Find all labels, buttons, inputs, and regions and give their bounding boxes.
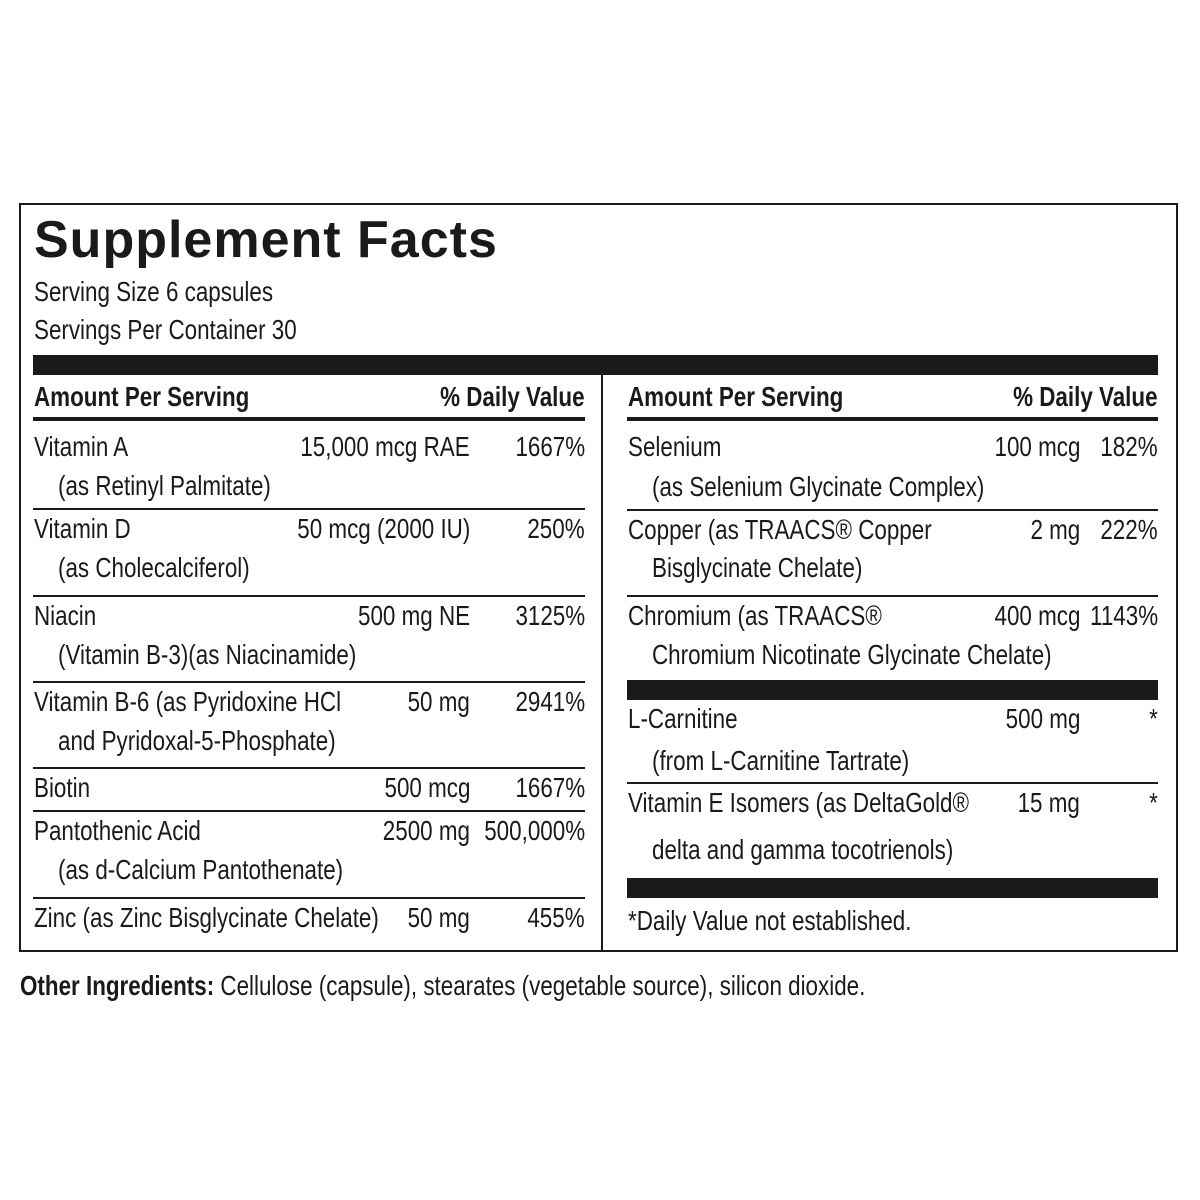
nutrient-name: Chromium Nicotinate Glycinate Chelate)	[652, 639, 1052, 670]
nutrient-name: Copper (as TRAACS® Copper	[628, 514, 932, 545]
rule	[33, 417, 585, 421]
daily-value: 1143%	[1089, 600, 1158, 631]
other-ingredients-text: Cellulose (capsule), stearates (vegetabl…	[220, 970, 866, 1001]
nutrient-name: Vitamin A	[34, 431, 129, 462]
nutrient-name: L-Carnitine	[628, 703, 738, 734]
nutrient-name: Bisglycinate Chelate)	[652, 552, 863, 583]
amount: 100 mcg	[994, 431, 1080, 462]
nutrient-name: Selenium	[628, 431, 722, 462]
outer-border	[19, 203, 1178, 952]
daily-value: 1667%	[515, 431, 585, 462]
nutrient-name: Vitamin D	[34, 513, 131, 544]
nutrient-name: delta and gamma tocotrienols)	[652, 834, 954, 865]
header-dv: % Daily Value	[440, 381, 585, 412]
nutrient-name: (as Retinyl Palmitate)	[58, 470, 271, 501]
daily-value: 222%	[1100, 514, 1158, 545]
amount: 500 mg NE	[357, 600, 470, 631]
nutrient-name: Niacin	[34, 600, 97, 631]
daily-value: 2941%	[515, 686, 585, 717]
nutrient-name: Vitamin B-6 (as Pyridoxine HCl	[34, 686, 342, 717]
thick-rule	[33, 355, 1158, 375]
serving-size: Serving Size 6 capsules	[34, 276, 274, 307]
nutrient-name: (from L-Carnitine Tartrate)	[652, 745, 910, 776]
nutrient-name: Zinc (as Zinc Bisglycinate Chelate)	[34, 902, 379, 933]
rule	[627, 595, 1158, 597]
nutrient-name: (as d-Calcium Pantothenate)	[58, 854, 344, 885]
title: Supplement Facts	[34, 211, 498, 269]
other-ingredients-label: Other Ingredients:	[20, 970, 215, 1001]
amount: 50 mcg (2000 IU)	[296, 513, 470, 544]
rule	[33, 595, 585, 597]
amount: 400 mcg	[994, 600, 1080, 631]
daily-value: 1667%	[515, 772, 585, 803]
amount: 2 mg	[1030, 514, 1080, 545]
other-ingredients: Other Ingredients: Cellulose (capsule), …	[20, 972, 865, 1000]
servings-per-container: Servings Per Container 30	[34, 314, 297, 345]
nutrient-name: Vitamin E Isomers (as DeltaGold®	[628, 787, 970, 818]
header-amount: Amount Per Serving	[34, 381, 250, 412]
rule	[627, 509, 1158, 511]
nutrient-name: (as Cholecalciferol)	[58, 552, 250, 583]
nutrient-name: Biotin	[34, 772, 91, 803]
header-amount: Amount Per Serving	[628, 381, 844, 412]
amount: 15,000 mcg RAE	[300, 431, 470, 462]
rule	[627, 417, 1158, 421]
amount: 500 mcg	[384, 772, 470, 803]
daily-value: 250%	[527, 513, 585, 544]
nutrient-name: Chromium (as TRAACS®	[628, 600, 882, 631]
daily-value: 455%	[527, 902, 585, 933]
thick-rule	[627, 680, 1158, 700]
header-dv: % Daily Value	[1013, 381, 1158, 412]
amount: 50 mg	[407, 902, 470, 933]
amount: 15 mg	[1017, 787, 1080, 818]
amount: 50 mg	[407, 686, 470, 717]
daily-value: *	[1149, 703, 1158, 734]
rule	[33, 508, 585, 510]
nutrient-name: (Vitamin B-3)(as Niacinamide)	[58, 639, 357, 670]
daily-value: 500,000%	[484, 815, 585, 846]
nutrient-name: and Pyridoxal-5-Phosphate)	[58, 725, 336, 756]
rule	[33, 767, 585, 769]
amount: 500 mg	[1005, 703, 1080, 734]
daily-value: 182%	[1100, 431, 1158, 462]
rule	[33, 681, 585, 683]
nutrient-name: Pantothenic Acid	[34, 815, 201, 846]
amount: 2500 mg	[382, 815, 470, 846]
nutrient-name: (as Selenium Glycinate Complex)	[652, 471, 985, 502]
rule	[33, 897, 585, 899]
thick-rule	[627, 878, 1158, 898]
rule	[627, 782, 1158, 784]
column-divider	[601, 375, 603, 950]
daily-value: *	[1149, 787, 1158, 818]
daily-value: 3125%	[515, 600, 585, 631]
rule	[33, 810, 585, 812]
footnote: *Daily Value not established.	[628, 905, 912, 936]
